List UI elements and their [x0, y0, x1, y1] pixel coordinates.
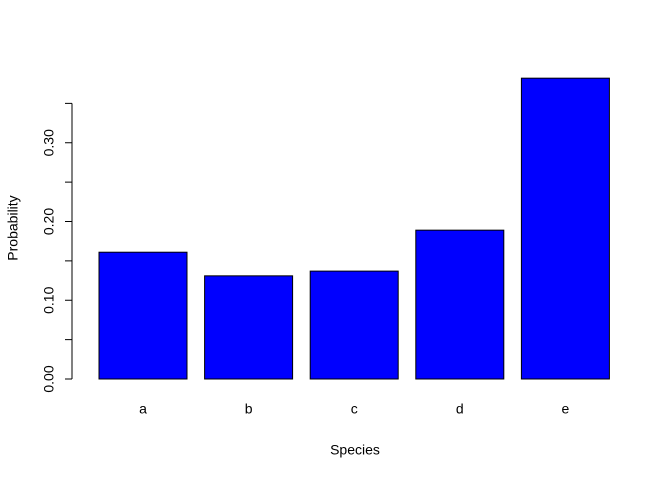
y-tick-label: 0.10	[41, 286, 57, 313]
y-tick-label: 0.20	[41, 208, 57, 235]
y-axis-label: Probability	[5, 195, 21, 260]
y-tick-label: 0.00	[41, 365, 57, 392]
bar	[415, 229, 505, 380]
bar	[520, 77, 610, 380]
x-tick-label: c	[351, 401, 358, 417]
x-tick-label: d	[456, 401, 464, 417]
x-axis-label: Species	[330, 442, 380, 458]
bar	[309, 270, 399, 380]
y-tick-label: 0.30	[41, 129, 57, 156]
bar	[98, 251, 188, 380]
x-tick-label: a	[139, 401, 147, 417]
x-tick-label: b	[245, 401, 253, 417]
x-tick-label: e	[562, 401, 570, 417]
bar	[204, 275, 294, 380]
